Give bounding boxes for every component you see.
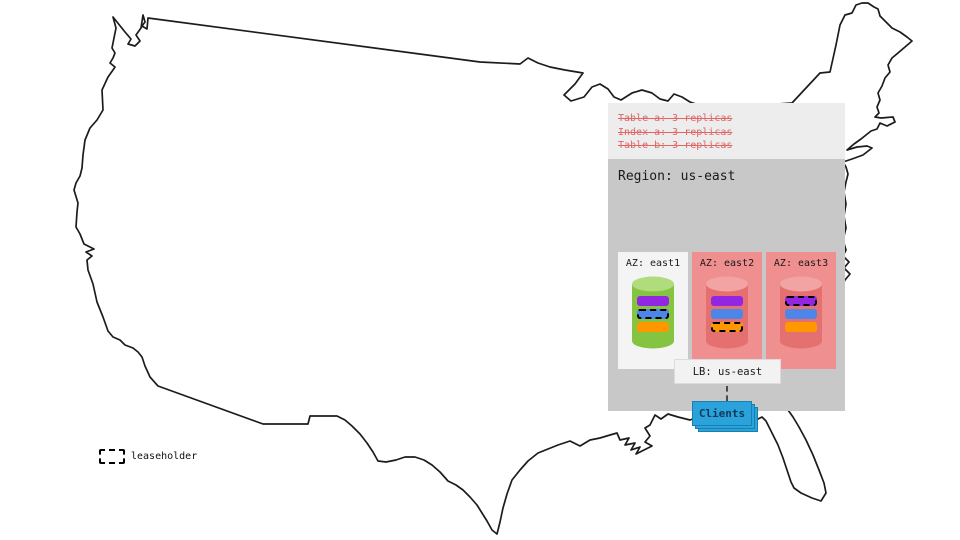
replica-bar-blue-leaseholder <box>637 309 669 319</box>
annotation-index-a: Index a: 3 replicas <box>618 126 733 138</box>
az-box-east3: AZ: east3 <box>766 252 836 369</box>
replica-bar-purple <box>711 296 743 306</box>
az-label-east2: AZ: east2 <box>699 258 755 269</box>
leaseholder-swatch-icon <box>99 449 125 464</box>
lb-clients-connector <box>726 386 728 401</box>
replica-bars-east3 <box>766 252 836 369</box>
az-label-east3: AZ: east3 <box>773 258 829 269</box>
replica-bars-east1 <box>618 252 688 369</box>
clients-stack: Clients <box>692 401 760 434</box>
replica-bar-purple-leaseholder <box>785 296 817 306</box>
clients-label: Clients <box>698 407 746 420</box>
replica-bar-orange-leaseholder <box>711 322 743 332</box>
replica-bar-purple <box>637 296 669 306</box>
annotation-table-a: Table a: 3 replicas <box>618 113 733 124</box>
clients-box: Clients <box>692 401 752 426</box>
leaseholder-legend-label: leaseholder <box>131 451 198 462</box>
az-label-east1: AZ: east1 <box>625 258 681 269</box>
region-box: Region: us-east AZ: east1 AZ: east2 <box>608 159 845 432</box>
load-balancer-label: LB: us-east <box>692 365 763 378</box>
topology-panel: Table a: 3 replicas Index a: 3 replicas … <box>608 103 845 432</box>
leaseholder-legend: leaseholder <box>99 449 197 464</box>
schema-annotations: Table a: 3 replicas Index a: 3 replicas … <box>608 103 845 159</box>
load-balancer-box: LB: us-east <box>674 359 781 384</box>
replica-bar-blue <box>711 309 743 319</box>
annotation-table-b: Table b: 3 replicas <box>618 140 733 151</box>
az-box-east1: AZ: east1 <box>618 252 688 369</box>
az-box-east2: AZ: east2 <box>692 252 762 369</box>
replica-bar-blue <box>785 309 817 319</box>
region-title: Region: us-east <box>618 169 736 184</box>
replica-bar-orange <box>785 322 817 332</box>
replica-bar-orange <box>637 322 669 332</box>
replica-bars-east2 <box>692 252 762 369</box>
